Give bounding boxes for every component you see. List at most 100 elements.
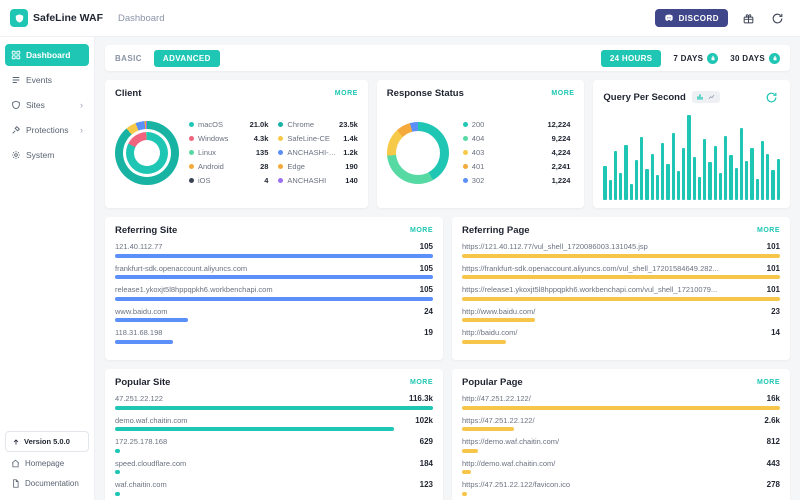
item-bar-track <box>462 405 780 410</box>
qps-bar <box>666 164 670 200</box>
popular-site-more-link[interactable]: MORE <box>410 379 433 386</box>
legend-dot-icon <box>189 136 194 141</box>
legend-value: 12,224 <box>547 120 571 129</box>
sidebar-item-system[interactable]: System <box>5 144 89 166</box>
donut-hole <box>395 130 440 175</box>
gift-button[interactable] <box>739 9 757 27</box>
item-label: https://121.40.112.77/vul_shell_17200860… <box>462 242 648 251</box>
item-bar <box>115 470 120 474</box>
sidebar-item-events[interactable]: Events <box>5 69 89 91</box>
card-title: Referring Site <box>115 225 178 236</box>
sidebar-item-sites[interactable]: Sites › <box>5 94 89 116</box>
range-7-days[interactable]: 7 DAYS <box>673 52 719 64</box>
version-button[interactable]: Version 5.0.0 <box>5 431 89 452</box>
referring-page-more-link[interactable]: MORE <box>757 227 780 234</box>
item-bar-track <box>115 427 433 431</box>
item-bar <box>462 318 535 322</box>
item-label: waf.chaitin.com <box>115 480 167 489</box>
item-bar-track <box>115 448 433 453</box>
item-label: frankfurt-sdk.openaccount.aliyuncs.com <box>115 263 248 273</box>
item-bar <box>115 491 120 496</box>
list-item: waf.chaitin.com 123 <box>115 480 433 496</box>
popular-page-more-link[interactable]: MORE <box>757 379 780 386</box>
legend-label: iOS <box>198 176 211 185</box>
legend-dot-icon <box>462 122 468 127</box>
legend-value: 2,241 <box>551 162 571 171</box>
discord-button[interactable]: DISCORD <box>654 9 728 27</box>
item-label: https://47.251.22.122/favicon.ico <box>462 480 570 489</box>
sync-icon <box>766 92 776 102</box>
filter-toolbar: BASIC ADVANCED 24 HOURS 7 DAYS 30 DAYS <box>105 45 790 71</box>
qps-refresh-button[interactable] <box>762 88 780 106</box>
list-item: http://demo.waf.chaitin.com/443 <box>462 458 780 474</box>
legend-item: Linux 135 <box>189 146 268 160</box>
client-os-legend: macOS 21.0k Windows 4.3k Linux 135 Android 28 iO… <box>189 118 268 188</box>
qps-bar <box>729 155 733 200</box>
version-label: Version 5.0.0 <box>24 437 70 446</box>
range-24-hours[interactable]: 24 HOURS <box>600 49 662 67</box>
popular-row: Popular Site MORE 47.251.22.122 116.3k dem… <box>105 369 790 500</box>
list-item: http://47.251.22.122/16k <box>462 394 780 410</box>
qps-bar <box>682 148 686 200</box>
qps-bar <box>697 176 702 200</box>
line-chart-icon <box>708 94 715 99</box>
legend-item: ANCHASHI-SCAN1.2k <box>278 146 358 160</box>
qps-bar <box>713 146 717 200</box>
status-donut-chart <box>386 121 449 184</box>
item-bar <box>462 470 471 474</box>
qps-bar <box>608 180 612 200</box>
item-bar <box>462 275 780 279</box>
qps-bar <box>624 144 628 200</box>
item-label: http://www.baidu.com/ <box>462 306 536 316</box>
legend-value: 190 <box>345 162 358 171</box>
brand[interactable]: SafeLine WAF <box>0 9 110 27</box>
sidebar: Dashboard Events Sites › Protections › S… <box>0 37 95 500</box>
item-bar-track <box>115 491 433 496</box>
referring-site-more-link[interactable]: MORE <box>410 227 433 234</box>
gear-icon <box>12 151 20 159</box>
qps-card: Query Per Second <box>593 80 790 208</box>
client-browser-legend: Chrome23.5kSafeLine-CE1.4kANCHASHI-SCAN1… <box>278 118 358 188</box>
app-logo-icon <box>10 9 28 27</box>
legend-label: 404 <box>471 134 485 143</box>
legend-dot-icon <box>189 122 194 127</box>
item-bar-track <box>462 275 780 279</box>
legend-value: 23.5k <box>339 120 358 129</box>
list-item: 121.40.112.77 105 <box>115 242 433 258</box>
legend-value: 4.3k <box>253 134 269 143</box>
sidebar-item-dashboard[interactable]: Dashboard <box>5 44 89 66</box>
documentation-link[interactable]: Documentation <box>5 475 89 492</box>
item-bar <box>115 318 188 322</box>
legend-label: Linux <box>198 148 216 157</box>
tab-advanced[interactable]: ADVANCED <box>153 49 220 67</box>
item-bar <box>462 253 780 258</box>
legend-item: Windows 4.3k <box>189 132 268 146</box>
legend-dot-icon <box>189 150 194 155</box>
item-value: 24 <box>424 306 433 316</box>
legend-item: 200 12,224 <box>462 118 571 132</box>
item-value: 101 <box>766 263 780 273</box>
legend-label: ANCHASHI <box>287 176 327 185</box>
item-label: 172.25.178.168 <box>115 437 168 446</box>
chart-type-toggle[interactable] <box>691 91 720 103</box>
item-bar <box>462 339 507 344</box>
item-value: 23 <box>771 306 780 316</box>
qps-bar <box>776 158 780 200</box>
range-30-days[interactable]: 30 DAYS <box>730 52 780 64</box>
item-label: http://demo.waf.chaitin.com/ <box>462 458 556 468</box>
sidebar-item-protections[interactable]: Protections › <box>5 119 89 141</box>
refresh-icon <box>772 13 782 23</box>
gift-icon <box>743 13 753 23</box>
item-bar <box>115 296 433 301</box>
tab-basic[interactable]: BASIC <box>115 53 142 63</box>
refresh-button[interactable] <box>768 9 786 27</box>
status-more-link[interactable]: MORE <box>551 90 575 97</box>
client-more-link[interactable]: MORE <box>334 90 358 97</box>
item-bar-track <box>115 296 433 301</box>
legend-dot-icon <box>462 164 468 169</box>
item-label: 118.31.68.198 <box>115 328 163 337</box>
qps-bar <box>619 173 623 200</box>
homepage-link[interactable]: Homepage <box>5 455 89 472</box>
stats-row: Client MORE macOS 21.0k Windows 4.3k Linux 13… <box>105 80 790 208</box>
